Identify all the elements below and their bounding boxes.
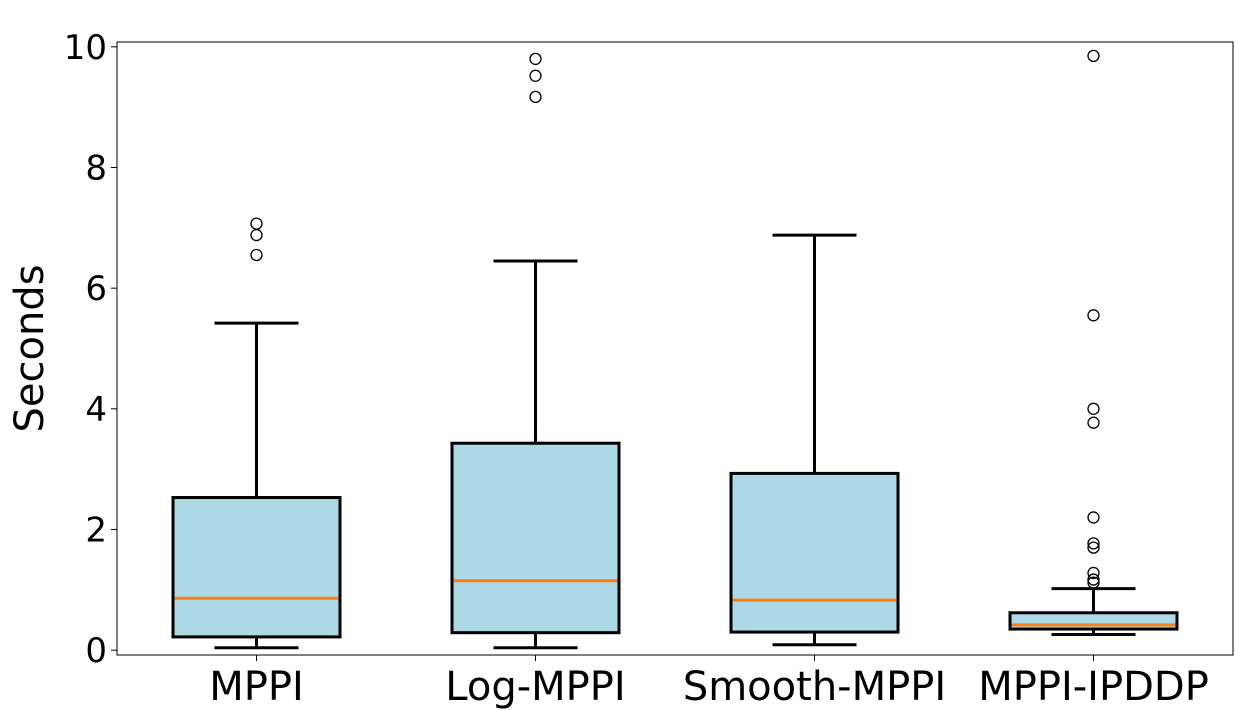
outlier-point: [1087, 309, 1100, 322]
outlier-point: [1087, 576, 1100, 589]
outlier-point: [529, 52, 542, 66]
outlier-point: [529, 69, 542, 82]
outlier-point: [1087, 511, 1100, 524]
iqr-box: [450, 441, 621, 635]
outlier-point: [1087, 416, 1100, 429]
outlier-point: [1087, 49, 1100, 63]
iqr-box: [1008, 611, 1179, 631]
y-tick-label: 0: [85, 631, 107, 671]
x-tick-label: MPPI-IPDDP: [978, 664, 1209, 710]
boxes-layer: [171, 49, 1179, 650]
box-group-0: [171, 217, 342, 650]
outlier-point: [250, 248, 263, 262]
x-axis-ticks: MPPI Log-MPPI Smooth-MPPI MPPI-IPDDP: [209, 655, 1209, 710]
outlier-point: [250, 217, 263, 230]
box-group-3: [1008, 49, 1179, 636]
iqr-box: [171, 496, 342, 639]
y-tick-label: 8: [85, 148, 107, 188]
box-group-2: [729, 233, 900, 647]
box-group-1: [450, 52, 621, 650]
outlier-point: [1087, 541, 1100, 554]
outlier-point: [1087, 537, 1100, 550]
x-tick-label: Smooth-MPPI: [683, 664, 946, 710]
y-tick-label: 6: [85, 269, 107, 309]
y-axis-ticks: 0 2 4 6 8 10: [64, 28, 117, 671]
y-tick-label: 2: [85, 511, 107, 551]
outlier-point: [1087, 402, 1100, 415]
y-tick-label: 10: [64, 28, 107, 68]
plot-area-frame: [116, 41, 1234, 656]
outlier-point: [529, 90, 542, 104]
outlier-point: [1087, 566, 1100, 580]
x-tick-label: MPPI: [209, 664, 304, 710]
outlier-point: [1087, 573, 1100, 586]
outlier-point: [250, 228, 263, 242]
y-axis-label: Seconds: [7, 264, 53, 432]
iqr-box: [729, 471, 900, 634]
x-tick-label: Log-MPPI: [445, 664, 625, 710]
y-tick-label: 4: [85, 390, 107, 430]
